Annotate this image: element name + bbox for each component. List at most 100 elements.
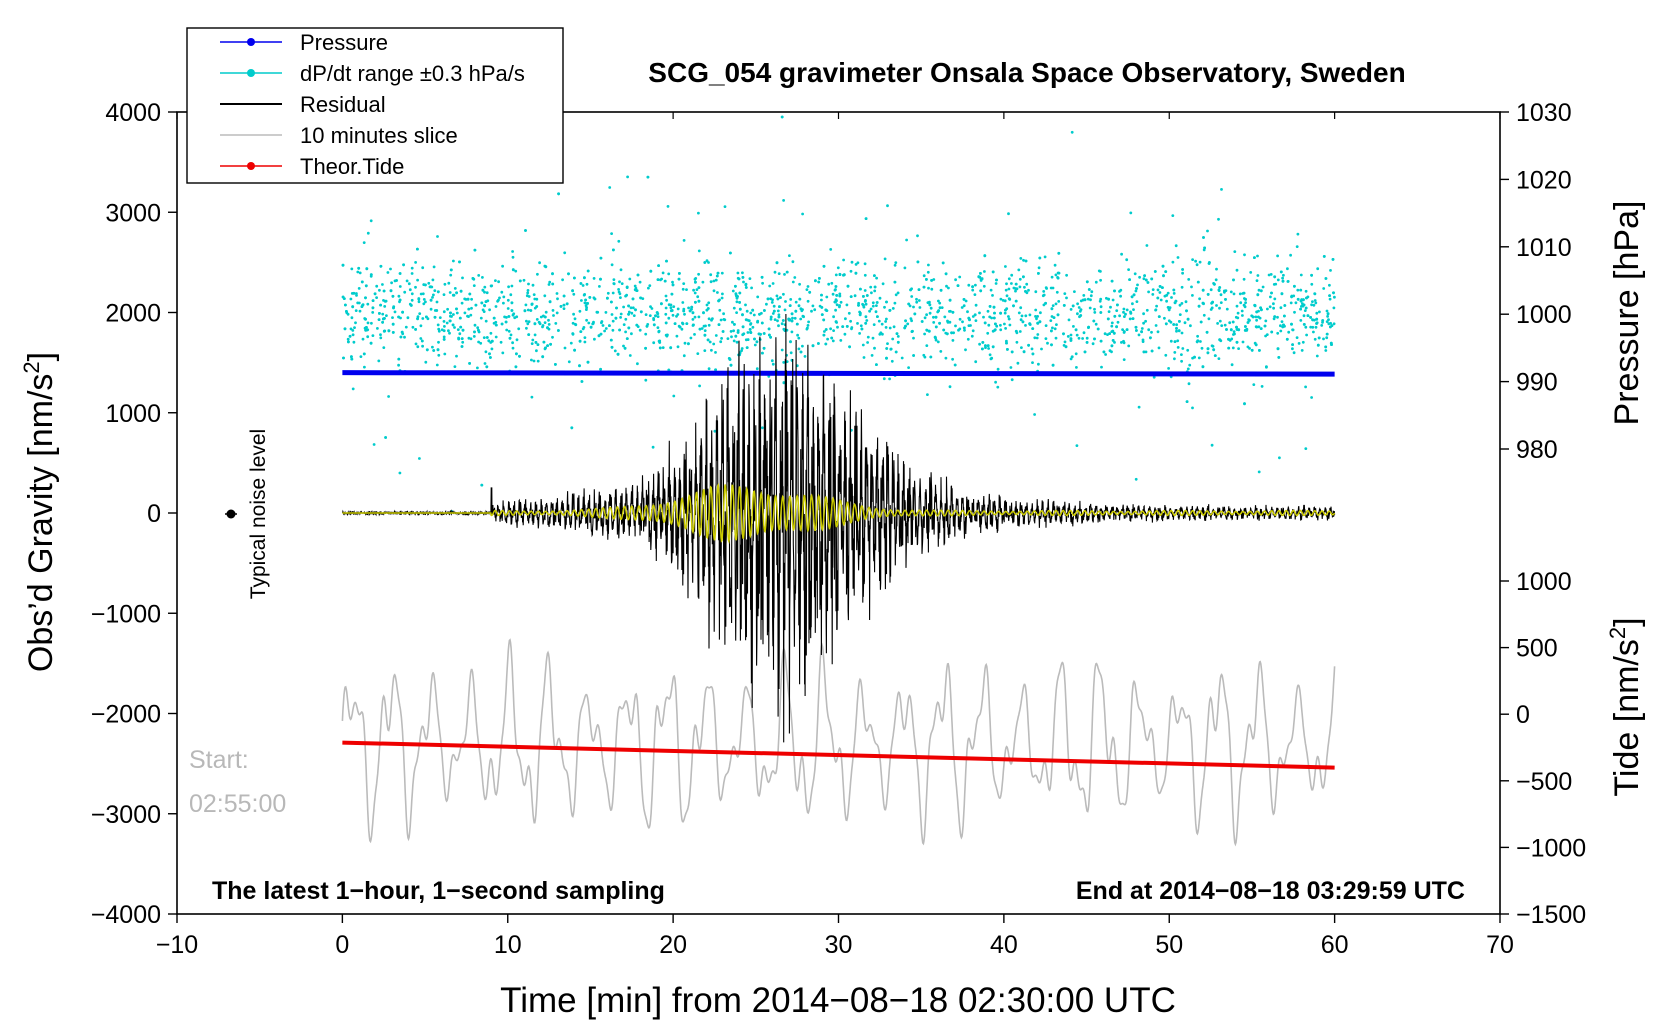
dpdt-point [658, 346, 662, 350]
dpdt-point [1036, 333, 1040, 336]
dpdt-point [567, 360, 571, 364]
dpdt-point [1037, 266, 1041, 270]
dpdt-point [971, 315, 975, 318]
dpdt-point [1110, 350, 1113, 354]
dpdt-point [1305, 296, 1308, 300]
dpdt-point [1093, 311, 1097, 314]
dpdt-point [706, 307, 710, 310]
dpdt-point [1311, 325, 1315, 329]
dpdt-point [583, 340, 587, 344]
dpdt-point [777, 315, 781, 319]
dpdt-point [1074, 328, 1078, 332]
dpdt-point [858, 332, 861, 335]
dpdt-point [436, 348, 440, 352]
dpdt-point [506, 298, 510, 302]
dpdt-point [432, 265, 436, 269]
dpdt-point [983, 270, 986, 273]
dpdt-point [1191, 258, 1194, 261]
dpdt-point [925, 344, 929, 347]
dpdt-point [987, 347, 990, 350]
dpdt-point [1034, 308, 1038, 312]
dpdt-point [531, 338, 535, 342]
dpdt-point [1155, 304, 1158, 308]
dpdt-point [1251, 315, 1255, 319]
dpdt-point [1062, 332, 1065, 336]
dpdt-point [595, 310, 599, 314]
dpdt-point [665, 298, 668, 302]
dpdt-point [1242, 277, 1246, 281]
dpdt-point [1206, 351, 1210, 355]
dpdt-point [894, 293, 898, 297]
dpdt-point [580, 299, 583, 302]
dpdt-point [962, 304, 966, 308]
dpdt-point [525, 319, 528, 323]
dpdt-point [532, 359, 536, 363]
dpdt-point [1190, 285, 1193, 289]
dpdt-point [618, 280, 621, 284]
dpdt-point [1313, 292, 1317, 295]
dpdt-point [817, 280, 821, 284]
dpdt-point [1235, 304, 1239, 308]
dpdt-point [676, 313, 680, 316]
dpdt-point [788, 318, 792, 321]
dpdt-point [968, 318, 971, 322]
dpdt-point [730, 335, 733, 339]
dpdt-point [691, 311, 695, 315]
dpdt-point [578, 364, 581, 368]
dpdt-point [1150, 277, 1154, 281]
dpdt-point [1205, 330, 1209, 334]
dpdt-point [381, 312, 385, 316]
dpdt-point [617, 239, 621, 243]
dpdt-point [870, 291, 873, 295]
dpdt-point [788, 304, 792, 307]
dpdt-point [509, 333, 513, 337]
dpdt-point [449, 311, 452, 315]
dpdt-point [472, 335, 476, 338]
dpdt-point [1223, 323, 1227, 327]
residual-series [341, 313, 1336, 743]
dpdt-point [1276, 347, 1280, 351]
dpdt-point [1036, 315, 1039, 318]
dpdt-point [1086, 297, 1090, 301]
dpdt-point [1243, 253, 1246, 257]
dpdt-point [703, 261, 707, 264]
dpdt-point [1196, 334, 1199, 338]
dpdt-point [971, 288, 975, 292]
dpdt-point [584, 298, 587, 302]
dpdt-point [1324, 345, 1328, 349]
dpdt-point [744, 283, 748, 287]
dpdt-point [1014, 329, 1018, 333]
dpdt-point [585, 306, 588, 310]
x-tick-label: 50 [1155, 931, 1183, 959]
pressure-tick-label: 990 [1516, 369, 1558, 397]
dpdt-point [932, 315, 935, 319]
dpdt-point [513, 316, 517, 320]
dpdt-point [777, 313, 781, 317]
dpdt-point [881, 282, 885, 286]
dpdt-point [589, 325, 593, 329]
dpdt-point [771, 312, 775, 315]
dpdt-point [1071, 304, 1075, 308]
dpdt-point [583, 301, 587, 305]
dpdt-point [536, 359, 540, 363]
dpdt-point [909, 288, 912, 292]
dpdt-point [1088, 306, 1092, 310]
dpdt-point [954, 324, 957, 328]
dpdt-point [685, 288, 688, 291]
dpdt-point [1097, 269, 1101, 273]
dpdt-point [986, 309, 990, 313]
dpdt-point [424, 300, 427, 304]
dpdt-point [375, 296, 378, 299]
dpdt-point [1110, 344, 1114, 348]
dpdt-point [793, 276, 797, 279]
pressure-tick-label: 1000 [1516, 301, 1572, 329]
dpdt-point [1009, 366, 1013, 369]
dpdt-point [1316, 267, 1320, 271]
dpdt-point [1311, 318, 1314, 322]
dpdt-point [518, 354, 521, 358]
dpdt-point [557, 329, 560, 332]
dpdt-point [746, 338, 750, 341]
dpdt-point [823, 330, 826, 333]
dpdt-point [1236, 316, 1240, 320]
dpdt-point [938, 321, 941, 325]
